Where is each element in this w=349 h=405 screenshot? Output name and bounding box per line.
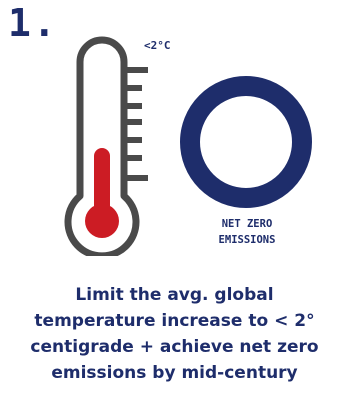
ring-icon <box>178 74 314 210</box>
temperature-threshold-label: <2°C <box>144 40 171 51</box>
thermometer-bulb <box>85 204 119 238</box>
net-zero-label: NET ZERO EMISSIONS <box>181 216 313 248</box>
goal-caption: Limit the avg. global temperature increa… <box>0 282 349 386</box>
thermometer-icon <box>50 36 160 256</box>
thermometer-ticks <box>124 70 148 178</box>
